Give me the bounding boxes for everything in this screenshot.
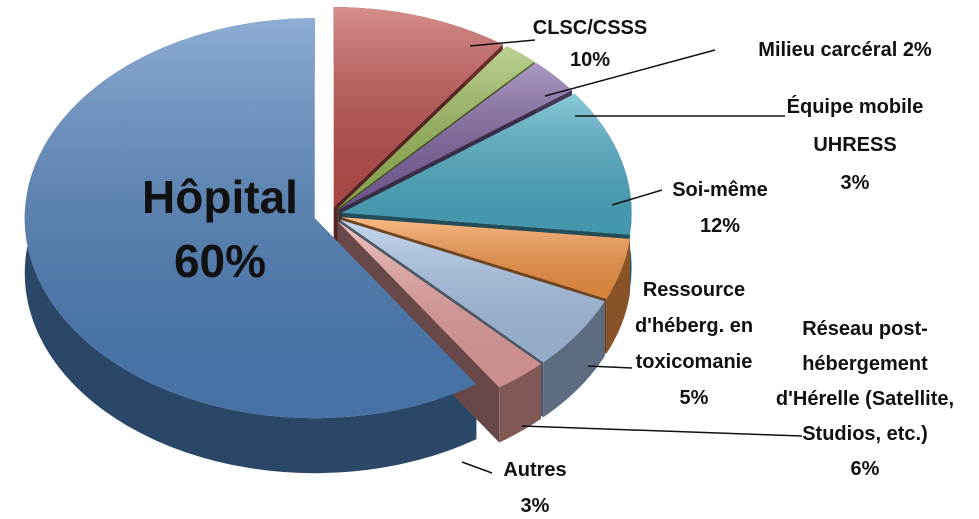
leader-line: [544, 49, 716, 97]
category-label: Ressource d'héberg. en toxicomanie: [634, 279, 754, 373]
slice-side: [606, 238, 630, 354]
value-label: 5%: [679, 387, 709, 409]
value-label: 3%: [840, 172, 870, 194]
slice-label: CLSC/CSSS 10%: [525, 12, 655, 76]
value-label: 10%: [569, 49, 611, 71]
category-label: Autres: [503, 459, 567, 481]
slice-label: Ressource d'héberg. en toxicomanie 5%: [618, 272, 770, 416]
slice-gloss: [339, 219, 605, 363]
category-label: CLSC/CSSS: [532, 17, 648, 39]
slice-gloss: [338, 62, 572, 210]
slice-gloss: [337, 46, 535, 209]
value-label: 12%: [699, 215, 741, 237]
slice-label: Équipe mobile UHRESS 3%: [760, 88, 950, 202]
slice-gloss: [341, 217, 630, 299]
slice-gloss: [341, 93, 632, 235]
slice-gloss: [333, 7, 503, 208]
category-label: Hôpital: [142, 171, 298, 223]
value-label: 60%: [173, 235, 267, 287]
slice-label: Autres 3%: [480, 452, 590, 519]
value-label: 6%: [850, 458, 880, 480]
slice-side: [24, 18, 477, 474]
value-label: 3%: [520, 495, 550, 517]
leader-line: [469, 39, 536, 47]
leader-line: [587, 365, 633, 369]
slice-label: Milieu carcéral 2%: [715, 35, 975, 65]
leader-line: [461, 461, 493, 474]
leader-line: [521, 425, 803, 437]
slice-gloss: [337, 221, 541, 388]
slice-side: [499, 363, 541, 443]
category-label: Équipe mobile UHRESS: [786, 96, 924, 156]
leader-line: [611, 189, 663, 206]
slice-label: Soi-même 12%: [650, 172, 790, 244]
value-label: 2%: [902, 39, 932, 61]
category-label: Soi-même: [672, 179, 768, 201]
slice-label: Hôpital 60%: [105, 165, 335, 293]
slice-label: Réseau post-hébergement d'Hérelle (Satel…: [772, 312, 958, 487]
slice-gloss: [24, 18, 477, 419]
category-label: Réseau post-hébergement d'Hérelle (Satel…: [775, 318, 955, 445]
slice-side: [543, 301, 605, 418]
category-label: Milieu carcéral: [758, 39, 898, 61]
